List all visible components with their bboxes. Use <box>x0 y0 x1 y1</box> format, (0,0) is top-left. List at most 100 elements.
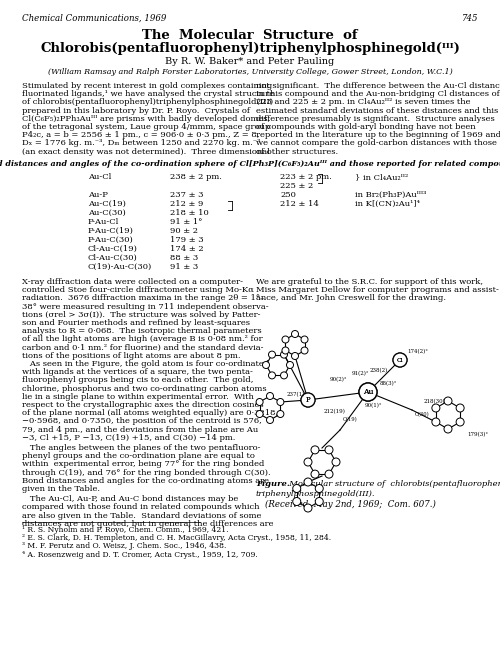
Text: Au: Au <box>363 388 373 396</box>
Text: 745: 745 <box>462 14 478 23</box>
Circle shape <box>325 446 333 454</box>
Text: 212 ± 9: 212 ± 9 <box>170 200 203 208</box>
Text: not significant.  The difference between the Au-Cl distance: not significant. The difference between … <box>256 82 500 90</box>
Text: 88 ± 3: 88 ± 3 <box>170 254 198 262</box>
Text: with ligands at the vertices of a square, the two penta-: with ligands at the vertices of a square… <box>22 368 253 376</box>
Text: As seen in the Figure, the gold atom is four co-ordinated: As seen in the Figure, the gold atom is … <box>22 360 269 368</box>
Text: son and Fourier methods and refined by least-squares: son and Fourier methods and refined by l… <box>22 319 250 327</box>
Text: 218 ± 10: 218 ± 10 <box>170 209 209 217</box>
Text: Bond distances and angles for the co-ordinating atoms are: Bond distances and angles for the co-ord… <box>22 477 269 485</box>
Circle shape <box>432 418 440 426</box>
Text: (William Ramsay and Ralph Forster Laboratories, University College, Gower Street: (William Ramsay and Ralph Forster Labora… <box>48 68 452 76</box>
Circle shape <box>280 351 287 358</box>
Circle shape <box>316 485 324 493</box>
Text: Cl-Au-C(30): Cl-Au-C(30) <box>88 254 138 262</box>
Text: are also given in the Table.  Standard deviations of some: are also given in the Table. Standard de… <box>22 511 262 519</box>
Text: ¹ R. S. Nyholm and P. Royo, Chem. Comm., 1969, 421.: ¹ R. S. Nyholm and P. Royo, Chem. Comm.,… <box>22 526 229 534</box>
Text: in K[(CN)₂Au¹]⁴: in K[(CN)₂Au¹]⁴ <box>355 200 420 208</box>
Circle shape <box>292 353 298 360</box>
Text: of the plane normal (all atoms weighted equally) are 0·3218,: of the plane normal (all atoms weighted … <box>22 409 278 417</box>
Text: difference presumably is significant.  Structure analyses: difference presumably is significant. St… <box>256 115 495 123</box>
Text: C(19): C(19) <box>342 417 357 423</box>
Text: respect to the crystallographic axes the direction cosines: respect to the crystallographic axes the… <box>22 401 264 409</box>
Circle shape <box>432 404 440 412</box>
Text: Au-P: Au-P <box>88 191 108 199</box>
Text: chlorine, phosphorus and two co-ordinating carbon atoms: chlorine, phosphorus and two co-ordinati… <box>22 384 266 392</box>
Text: 90 ± 2: 90 ± 2 <box>170 227 198 235</box>
Text: of compounds with gold-aryl bonding have not been: of compounds with gold-aryl bonding have… <box>256 123 476 131</box>
Text: Cl-Au-C(19): Cl-Au-C(19) <box>88 245 138 253</box>
Text: Chemical Communications, 1969: Chemical Communications, 1969 <box>22 14 167 23</box>
Circle shape <box>304 478 312 486</box>
Text: P-Au-C(30): P-Au-C(30) <box>88 236 134 244</box>
Circle shape <box>256 411 263 417</box>
Circle shape <box>456 418 464 426</box>
Text: in this compound and the Au-non-bridging Cl distances of: in this compound and the Au-non-bridging… <box>256 90 500 98</box>
Text: 179(3)°: 179(3)° <box>468 432 488 437</box>
Text: P-Au-Cl: P-Au-Cl <box>88 218 120 226</box>
Circle shape <box>456 404 464 412</box>
Text: Au-C(19): Au-C(19) <box>88 200 126 208</box>
Text: of other structures.: of other structures. <box>256 148 338 156</box>
Circle shape <box>359 383 377 401</box>
Text: Dₓ = 1776 kg. m.⁻³, Dₘ between 1250 and 2270 kg. m.⁻³: Dₓ = 1776 kg. m.⁻³, Dₘ between 1250 and … <box>22 139 260 147</box>
Text: 174(2)°: 174(2)° <box>408 349 428 355</box>
Text: 223 ± 2 pm.: 223 ± 2 pm. <box>280 173 332 181</box>
Text: 90(1)°: 90(1)° <box>364 403 382 409</box>
Circle shape <box>292 485 300 493</box>
Text: 225 ± 2: 225 ± 2 <box>280 182 313 190</box>
Circle shape <box>292 331 298 337</box>
Text: estimated standard deviations of these distances and this: estimated standard deviations of these d… <box>256 107 498 115</box>
Text: phenyl groups and the co-ordination plane are equal to: phenyl groups and the co-ordination plan… <box>22 452 255 460</box>
Text: tions of the positions of light atoms are about 8 pm.: tions of the positions of light atoms ar… <box>22 352 240 360</box>
Circle shape <box>282 336 289 343</box>
Text: tions (σrel > 3σ(I)).  The structure was solved by Patter-: tions (σrel > 3σ(I)). The structure was … <box>22 310 260 319</box>
Circle shape <box>256 398 263 405</box>
Text: Stimulated by recent interest in gold complexes containing: Stimulated by recent interest in gold co… <box>22 82 272 90</box>
Text: given in the Table.: given in the Table. <box>22 485 100 493</box>
Text: C(30): C(30) <box>414 413 430 417</box>
Text: The  Molecular  Structure  of: The Molecular Structure of <box>142 29 358 42</box>
Text: Au: Au <box>363 388 373 396</box>
Text: through C(19), and 76° for the ring bonded through C(30).: through C(19), and 76° for the ring bond… <box>22 468 270 476</box>
Text: The angles between the planes of the two pentafluoro-: The angles between the planes of the two… <box>22 444 260 452</box>
Text: 250: 250 <box>280 191 296 199</box>
Text: distances are not quoted, but in general the differences are: distances are not quoted, but in general… <box>22 520 274 528</box>
Text: 38° were measured resulting in 711 independent observa-: 38° were measured resulting in 711 indep… <box>22 302 268 310</box>
Text: 223 and 225 ± 2 pm. in Cl₄Au₂ᴵᴵ² is seven times the: 223 and 225 ± 2 pm. in Cl₄Au₂ᴵᴵ² is seve… <box>256 98 470 106</box>
Text: compared with those found in related compounds which: compared with those found in related com… <box>22 503 260 511</box>
Text: fluorinated ligands,¹ we have analysed the crystal structure: fluorinated ligands,¹ we have analysed t… <box>22 90 274 98</box>
Text: Cl: Cl <box>396 358 404 362</box>
Text: P4₂c, a = b = 2556 ± 1 pm., c = 906·0 ± 0·3 pm., Z = 8,: P4₂c, a = b = 2556 ± 1 pm., c = 906·0 ± … <box>22 131 260 139</box>
Text: Au-Cl: Au-Cl <box>88 173 112 181</box>
Text: Figure.: Figure. <box>256 480 290 488</box>
Text: The Au-Cl, Au-P, and Au-C bond distances may be: The Au-Cl, Au-P, and Au-C bond distances… <box>22 495 238 503</box>
Circle shape <box>304 504 312 512</box>
Text: We are grateful to the S.R.C. for support of this work,: We are grateful to the S.R.C. for suppor… <box>256 278 483 286</box>
Circle shape <box>262 362 270 368</box>
Circle shape <box>393 353 407 367</box>
Circle shape <box>301 336 308 343</box>
Circle shape <box>311 470 319 478</box>
Text: 212(19): 212(19) <box>324 409 346 415</box>
Text: controlled Stoe four-circle diffractometer using Mo-Kα: controlled Stoe four-circle diffractomet… <box>22 286 254 294</box>
Circle shape <box>301 393 315 407</box>
Text: (Received, May 2nd, 1969;  Com. 607.): (Received, May 2nd, 1969; Com. 607.) <box>264 500 436 509</box>
Text: 90(2)°: 90(2)° <box>329 378 347 382</box>
Text: 88(3)°: 88(3)° <box>380 382 397 386</box>
Circle shape <box>280 372 287 379</box>
Text: −3, Cl +15, P −13, C(19) +15, and C(30) −14 pm.: −3, Cl +15, P −13, C(19) +15, and C(30) … <box>22 434 236 442</box>
Text: 218(30): 218(30) <box>423 399 445 405</box>
Circle shape <box>304 458 312 466</box>
Text: Cl(C₆F₅)₂PPh₃Auᴵᴵᴵ are prisms with badly developed domes,: Cl(C₆F₅)₂PPh₃Auᴵᴵᴵ are prisms with badly… <box>22 115 270 123</box>
Text: ³ M. F. Perutz and O. Weisz, J. Chem. Soc., 1946, 438.: ³ M. F. Perutz and O. Weisz, J. Chem. So… <box>22 542 227 550</box>
Text: Molecular structure of  chlorobis(pentafluorophenyl): Molecular structure of chlorobis(pentafl… <box>284 480 500 488</box>
Text: Chlorobis(pentafluorophenyl)triphenylphosphinegold(ᴵᴵᴵ): Chlorobis(pentafluorophenyl)triphenylpho… <box>40 42 460 55</box>
Circle shape <box>311 446 319 454</box>
Circle shape <box>325 470 333 478</box>
Text: prepared in this laboratory by Dr. P. Royo.  Crystals of: prepared in this laboratory by Dr. P. Ro… <box>22 107 250 115</box>
Text: ance, and Mr. John Creswell for the drawing.: ance, and Mr. John Creswell for the draw… <box>256 294 446 302</box>
Circle shape <box>277 398 284 405</box>
Text: 91(2)°: 91(2)° <box>351 372 369 376</box>
Text: −0·5968, and 0·7350, the position of the centroid is 576,: −0·5968, and 0·7350, the position of the… <box>22 417 262 425</box>
